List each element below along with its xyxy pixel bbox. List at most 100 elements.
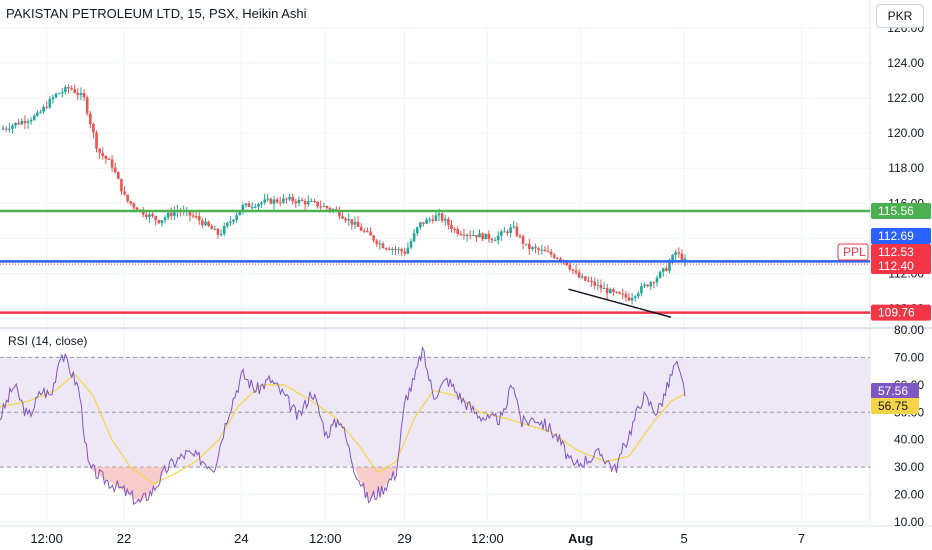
candle-body — [637, 293, 640, 297]
horizontal-lines — [0, 209, 870, 318]
candle-body — [646, 284, 649, 287]
candle-body — [450, 224, 453, 229]
candle-body — [257, 204, 260, 207]
candle-body — [608, 289, 612, 294]
candle-body — [88, 113, 92, 125]
candle-body — [282, 198, 285, 203]
candle-body — [584, 276, 587, 281]
candle-body — [85, 97, 89, 114]
price-tick-label: 122.00 — [887, 91, 924, 105]
candle-body — [148, 214, 151, 218]
candle-body — [412, 233, 416, 242]
candle-body — [126, 194, 129, 202]
candle-body — [300, 199, 304, 202]
candle-body — [303, 201, 307, 205]
time-tick-label: 22 — [117, 531, 131, 546]
price-tick-label: 118.00 — [888, 161, 924, 175]
candle-body — [372, 235, 375, 241]
candle-body — [263, 199, 266, 203]
candle-body — [496, 235, 500, 241]
candle-body — [599, 284, 603, 289]
candle-body — [403, 251, 407, 254]
candle-body — [123, 191, 126, 195]
candle-body — [70, 88, 73, 90]
candle-body — [73, 89, 77, 93]
candle-body — [447, 219, 450, 225]
candle-body — [465, 234, 469, 236]
candle-body — [154, 216, 157, 221]
candle-body — [574, 270, 578, 273]
price-label-box — [871, 203, 931, 220]
time-tick-label: 12:00 — [309, 531, 342, 546]
candle-body — [434, 215, 438, 221]
candle-body — [92, 124, 95, 133]
candle-body — [76, 92, 80, 95]
candle-body — [627, 297, 631, 301]
time-tick-label: Aug — [568, 531, 593, 546]
candle-body — [229, 221, 232, 223]
candle-body — [359, 226, 363, 231]
candle-body — [618, 292, 621, 294]
candle-body — [437, 213, 441, 216]
candle-body — [475, 235, 478, 238]
price-label-box — [871, 304, 931, 321]
candle-body — [207, 221, 210, 226]
candle-body — [17, 122, 20, 125]
price-labels: 115.56 112.69 112.53 PPL 112.40 109.76 57.5656… — [837, 203, 931, 414]
rsi-value-box — [871, 398, 919, 414]
candle-body — [235, 215, 238, 220]
candle-body — [313, 200, 316, 202]
candle-body — [509, 227, 512, 233]
candle-body — [500, 231, 503, 236]
candle-body — [197, 216, 201, 221]
candle-body — [260, 202, 263, 205]
price-label-box — [871, 258, 931, 274]
candle-body — [481, 233, 484, 240]
candle-body — [658, 271, 662, 278]
candle-body — [222, 226, 226, 235]
candle-body — [363, 230, 366, 232]
candle-body — [590, 281, 593, 283]
candle-body — [11, 125, 14, 129]
price-tick-label: 124.00 — [887, 56, 924, 70]
price-label-box — [871, 228, 931, 244]
candle-body — [238, 210, 242, 216]
time-axis: 12:00 22 24 12:00 29 12:00 Aug 5 7 — [30, 531, 805, 546]
candle-body — [381, 243, 385, 249]
rsi-title: RSI (14, close) — [8, 334, 88, 348]
candle-body — [612, 289, 615, 292]
candle-body — [95, 132, 98, 149]
price-label: 109.76 — [878, 306, 915, 320]
candle-body — [456, 229, 460, 235]
candle-body — [580, 276, 584, 278]
candle-body — [113, 167, 117, 173]
candle-body — [478, 233, 481, 238]
candle-body — [512, 226, 516, 228]
candle-body — [524, 243, 528, 245]
candle-body — [48, 99, 52, 108]
rsi-lines — [0, 346, 686, 506]
candle-body — [226, 222, 229, 227]
candle-body — [201, 220, 204, 226]
currency-button[interactable]: PKR — [876, 4, 924, 28]
candle-body — [375, 240, 379, 245]
candle-body — [394, 248, 397, 250]
candle-body — [213, 228, 217, 230]
price-label: 112.69 — [878, 229, 914, 243]
candle-body — [82, 93, 86, 98]
candle-body — [652, 282, 656, 284]
candle-body — [344, 218, 347, 221]
candle-body — [104, 155, 108, 159]
candle-body — [173, 211, 176, 216]
candle-body — [60, 91, 64, 94]
candle-body — [232, 219, 235, 222]
rsi-bands — [0, 356, 870, 468]
candle-body — [540, 249, 544, 251]
candle-body — [129, 201, 133, 204]
candle-body — [29, 119, 33, 122]
time-tick-label: 5 — [680, 531, 687, 546]
candle-body — [347, 219, 351, 221]
candle-body — [14, 122, 17, 126]
candle-body — [665, 268, 668, 271]
